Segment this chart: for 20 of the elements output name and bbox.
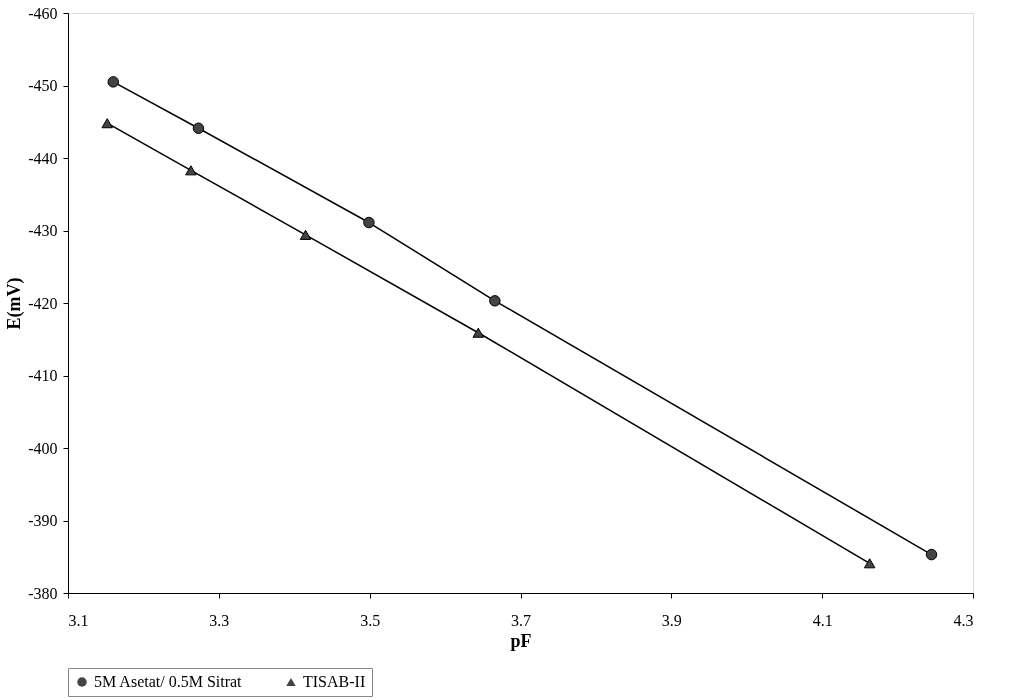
x-tick-label: 3.3	[209, 611, 230, 629]
legend-label: TISAB-II	[303, 673, 366, 690]
y-tick-label: -460	[28, 4, 58, 22]
x-tick-label: 4.1	[812, 611, 833, 629]
x-tick-label: 3.5	[360, 611, 381, 629]
y-tick-label: -450	[28, 77, 58, 94]
y-axis-title: E(mV)	[4, 277, 26, 330]
x-axis-title: pF	[510, 630, 532, 651]
x-tick-label: 3.7	[511, 611, 531, 629]
x-tick-label: 3.1	[68, 611, 89, 629]
y-tick-label: -400	[28, 439, 58, 457]
legend-label: 5M Asetat/ 0.5M Sitrat	[94, 673, 243, 690]
y-tick-label: -390	[28, 512, 58, 529]
y-tick-label: -430	[28, 222, 58, 239]
y-tick-label: -410	[28, 367, 58, 384]
y-tick-label: -420	[28, 294, 58, 312]
y-tick-label: -380	[28, 584, 58, 602]
x-tick-label: 3.9	[661, 611, 682, 629]
y-tick-label: -440	[28, 149, 58, 167]
x-tick-label: 4.3	[953, 611, 974, 629]
